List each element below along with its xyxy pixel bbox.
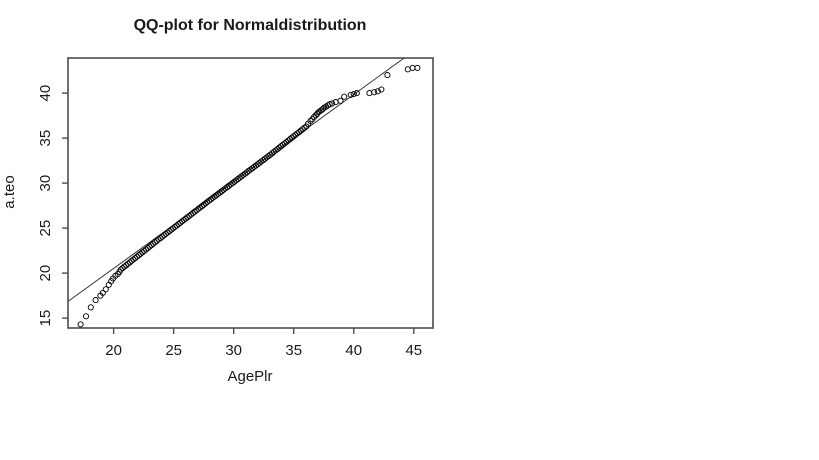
- y-axis-label: a.teo: [1, 175, 18, 208]
- data-point: [341, 93, 348, 100]
- x-tick-label: 35: [285, 342, 302, 359]
- x-axis: 20 25 30 35 40 45: [105, 328, 422, 359]
- y-tick-label: 30: [37, 175, 54, 192]
- scatter-points: [77, 64, 421, 328]
- x-tick-label: 40: [345, 342, 362, 359]
- data-point: [374, 88, 381, 95]
- plot-box: [67, 57, 434, 329]
- x-tick-label: 20: [105, 342, 122, 359]
- x-axis-label: AgePlr: [227, 368, 272, 385]
- x-tick-label: 25: [165, 342, 182, 359]
- data-point: [353, 90, 360, 97]
- data-point: [301, 124, 308, 131]
- data-point: [307, 117, 314, 125]
- data-point: [99, 289, 106, 296]
- data-point: [117, 266, 124, 273]
- data-point: [157, 235, 164, 242]
- chart-title: QQ-plot for Normaldistribution: [134, 17, 367, 34]
- data-point: [371, 89, 378, 96]
- data-point: [274, 146, 281, 153]
- data-point: [290, 133, 297, 140]
- data-point: [384, 72, 391, 79]
- data-point: [141, 247, 148, 255]
- data-point: [119, 265, 126, 272]
- data-point: [337, 97, 344, 104]
- qq-reference-line: [68, 57, 405, 302]
- data-point: [283, 138, 290, 146]
- data-point: [366, 90, 373, 97]
- data-point: [148, 242, 155, 249]
- data-point: [347, 91, 354, 98]
- data-point: [414, 64, 421, 71]
- data-point: [132, 255, 139, 262]
- x-tick-label: 30: [225, 342, 242, 359]
- data-point: [102, 286, 109, 293]
- data-point: [269, 150, 276, 157]
- y-tick-label: 25: [37, 220, 54, 237]
- data-point: [142, 246, 150, 253]
- data-point: [77, 321, 84, 328]
- data-point: [144, 245, 151, 252]
- data-point: [267, 151, 274, 158]
- y-tick-label: 35: [37, 130, 54, 147]
- y-tick-label: 40: [37, 85, 54, 102]
- data-point: [130, 256, 137, 263]
- y-tick-label: 20: [37, 265, 54, 282]
- data-point: [82, 313, 90, 320]
- data-point: [151, 239, 159, 246]
- data-point: [150, 240, 157, 247]
- y-axis: 15 20 25 30 35 40: [37, 85, 68, 327]
- x-tick-label: 45: [405, 342, 422, 359]
- data-point: [296, 129, 303, 136]
- data-point: [87, 304, 94, 311]
- data-point: [350, 90, 357, 98]
- data-point: [378, 86, 385, 93]
- data-point: [126, 259, 133, 266]
- data-point: [281, 140, 288, 147]
- data-point: [124, 260, 132, 267]
- data-point: [92, 297, 99, 304]
- y-tick-label: 15: [37, 310, 54, 327]
- data-point: [329, 100, 336, 107]
- data-point: [135, 252, 142, 259]
